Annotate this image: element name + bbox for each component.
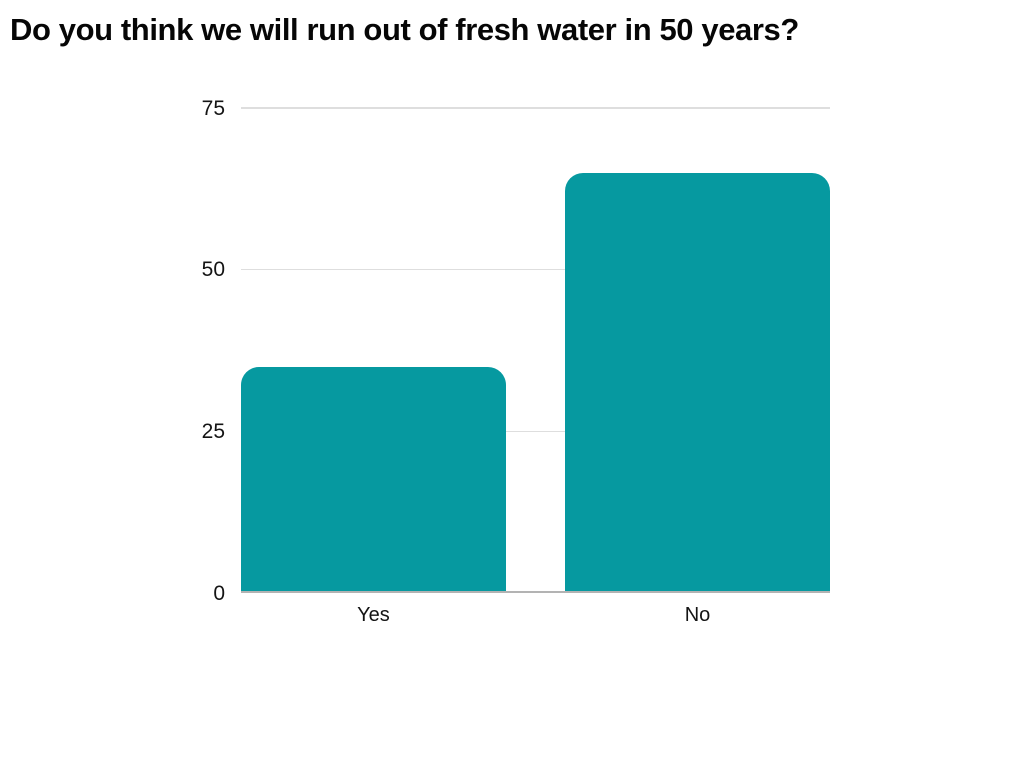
x-axis-tick-label: Yes	[357, 604, 390, 626]
y-axis-tick-label: 0	[213, 581, 225, 605]
gridline-75	[241, 107, 830, 109]
x-axis-tick-label: No	[684, 604, 711, 626]
gridline-25	[241, 430, 830, 433]
chart-title: Do you think we will run out of fresh wa…	[10, 12, 799, 47]
y-axis-tick-label: 50	[201, 258, 225, 282]
y-axis-tick-label: 75	[201, 96, 225, 120]
bar-yes	[241, 366, 506, 592]
gridline-50	[241, 268, 830, 271]
x-axis-baseline	[241, 591, 830, 593]
y-axis-tick-label: 25	[201, 419, 225, 443]
bar-no	[565, 172, 830, 592]
plot-area: 0 25 50 75 Yes No	[202, 98, 830, 626]
